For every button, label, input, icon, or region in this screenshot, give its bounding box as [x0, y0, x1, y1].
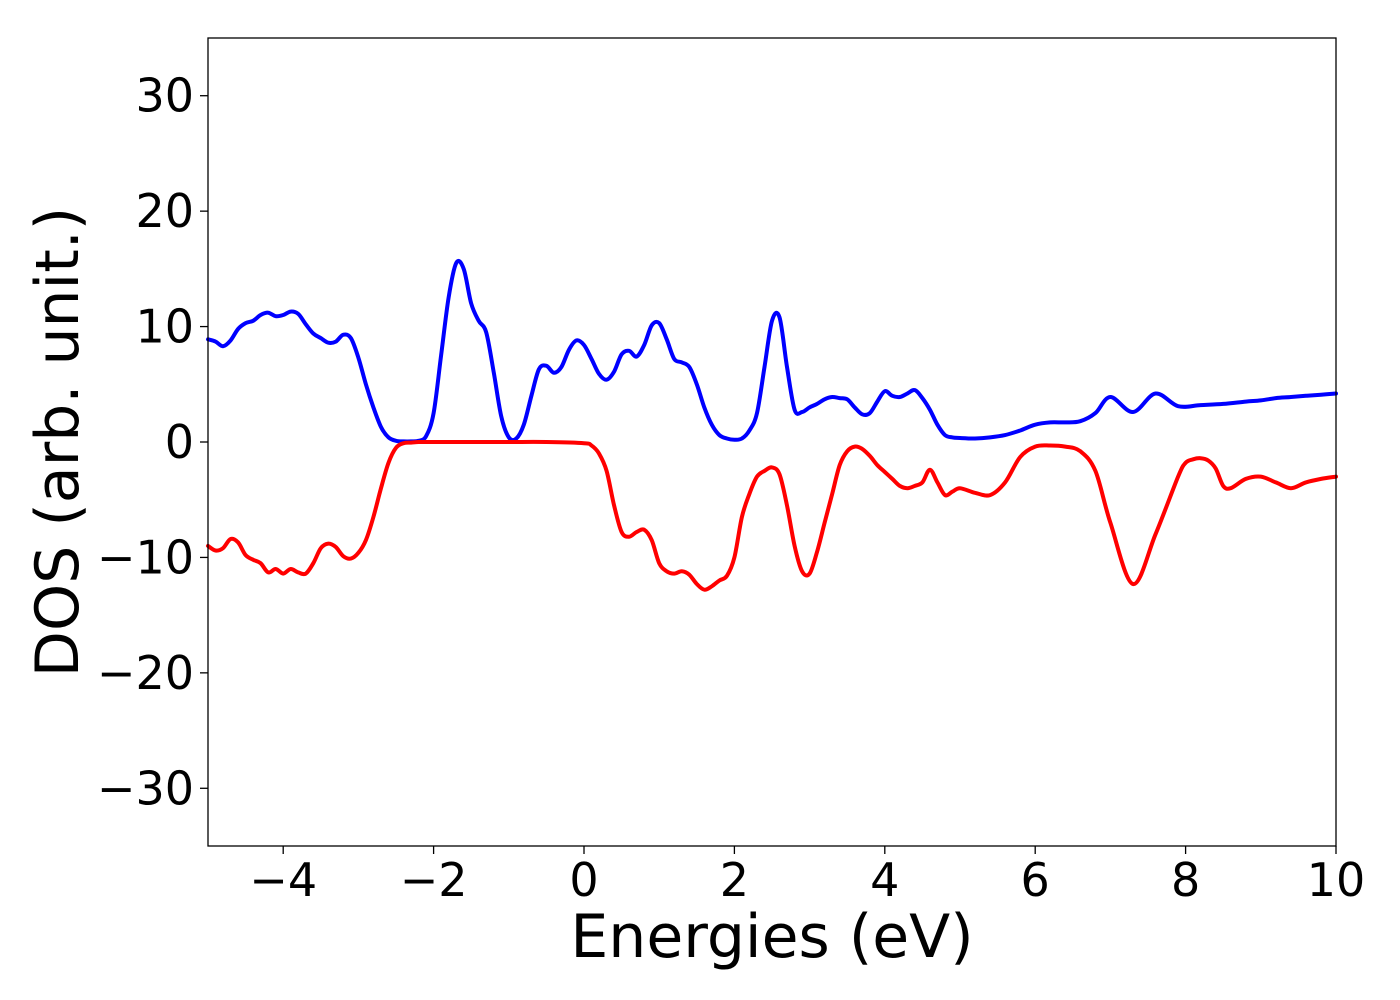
- y-tick-label: 10: [135, 300, 194, 354]
- x-tick-labels: −4 −2 0 2 4 6 8 10: [249, 853, 1365, 907]
- y-tick-label: 0: [165, 415, 194, 469]
- spin-down-dos-line: [206, 439, 1338, 592]
- y-axis-label: DOS (arb. unit.): [23, 207, 93, 677]
- plot-frame: [207, 37, 1337, 847]
- y-tick-label: 30: [135, 69, 194, 123]
- series-group: [206, 259, 1338, 592]
- x-tick-label: −4: [249, 853, 317, 907]
- x-tick-label: 0: [569, 853, 598, 907]
- x-tick-label: 10: [1307, 853, 1366, 907]
- y-tick-label: −10: [97, 530, 194, 584]
- y-tick-label: 20: [135, 184, 194, 238]
- x-tick-label: 8: [1171, 853, 1200, 907]
- x-tick-label: −2: [400, 853, 468, 907]
- y-tick-labels: −30 −20 −10 0 10 20 30: [97, 69, 194, 816]
- spin-up-dos-line: [206, 259, 1338, 444]
- y-tick-label: −20: [97, 646, 194, 700]
- x-tick-label: 2: [720, 853, 749, 907]
- x-tick-marks: [282, 846, 1337, 854]
- x-axis-label: Energies (eV): [570, 902, 973, 972]
- y-tick-label: −30: [97, 761, 194, 815]
- y-tick-marks: [200, 95, 208, 789]
- x-tick-label: 6: [1021, 853, 1050, 907]
- x-tick-label: 4: [870, 853, 899, 907]
